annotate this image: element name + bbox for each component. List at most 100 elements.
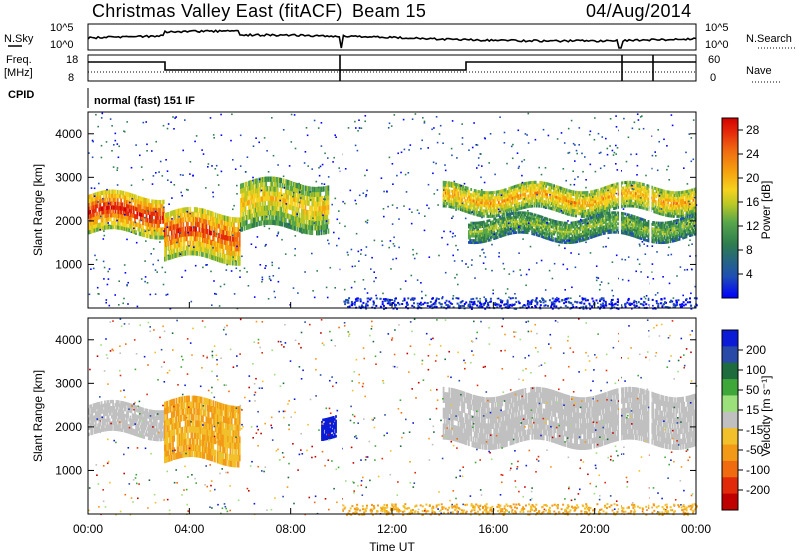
heatmap-cell bbox=[304, 190, 307, 196]
heatmap-cell bbox=[518, 207, 521, 211]
heatmap-cell bbox=[275, 186, 278, 192]
heatmap-cell bbox=[637, 216, 640, 220]
heatmap-cell bbox=[504, 201, 507, 205]
heatmap-cell bbox=[446, 202, 448, 206]
heatmap-cell bbox=[320, 210, 323, 216]
heatmap-cell bbox=[525, 220, 528, 224]
heatmap-cell bbox=[180, 212, 182, 219]
heatmap-cell bbox=[197, 241, 200, 247]
heatmap-cell bbox=[658, 236, 660, 240]
heatmap-cell bbox=[466, 205, 469, 209]
heatmap-cell bbox=[204, 247, 207, 253]
heatmap-cell bbox=[629, 201, 631, 205]
heatmap-cell bbox=[662, 194, 665, 198]
heatmap-cell bbox=[686, 208, 689, 212]
heatmap-cell bbox=[564, 198, 567, 202]
heatmap-cell bbox=[250, 184, 253, 191]
heatmap-cell bbox=[448, 194, 451, 198]
heatmap-cell bbox=[569, 226, 572, 229]
heatmap-cell bbox=[472, 234, 475, 238]
heatmap-cell bbox=[554, 220, 557, 223]
heatmap-cell bbox=[493, 228, 496, 232]
heatmap-cell bbox=[541, 189, 544, 193]
heatmap-cell bbox=[495, 225, 498, 229]
heatmap-cell bbox=[563, 193, 566, 197]
heatmap-cell bbox=[175, 247, 178, 253]
heatmap-cell bbox=[496, 203, 499, 207]
heatmap-cell bbox=[639, 232, 642, 236]
heatmap-cell bbox=[93, 224, 96, 229]
heatmap-cell bbox=[571, 190, 574, 194]
heatmap-cell bbox=[525, 222, 528, 226]
heatmap-cell bbox=[542, 189, 545, 193]
heatmap-cell bbox=[681, 206, 683, 210]
heatmap-cell bbox=[301, 194, 303, 200]
heatmap-cell bbox=[461, 203, 463, 207]
heatmap-cell bbox=[130, 205, 133, 210]
heatmap-cell bbox=[525, 187, 528, 191]
heatmap-cell bbox=[553, 186, 555, 190]
heatmap-cell bbox=[310, 220, 312, 226]
heatmap-cell bbox=[217, 242, 219, 248]
heatmap-cell bbox=[690, 204, 692, 208]
heatmap-cell bbox=[575, 231, 577, 235]
heatmap-cell bbox=[251, 198, 254, 205]
heatmap-cell bbox=[509, 219, 512, 222]
heatmap-cell bbox=[188, 211, 190, 218]
heatmap-cell bbox=[298, 193, 301, 199]
heatmap-cell bbox=[263, 186, 265, 192]
heatmap-cell bbox=[636, 205, 638, 209]
heatmap-cell bbox=[260, 206, 263, 212]
heatmap-cell bbox=[539, 215, 542, 218]
heatmap-cell bbox=[549, 206, 552, 210]
noise-trace bbox=[87, 29, 697, 49]
heatmap-cell bbox=[515, 200, 517, 204]
heatmap-cell bbox=[487, 232, 490, 236]
heatmap-cell bbox=[582, 225, 584, 229]
heatmap-cell bbox=[143, 228, 146, 234]
heatmap-cell bbox=[636, 222, 638, 226]
heatmap-cell bbox=[556, 240, 559, 243]
heatmap-cell bbox=[624, 219, 627, 222]
heatmap-cell bbox=[486, 209, 489, 213]
heatmap-cell bbox=[453, 200, 455, 204]
heatmap-cell bbox=[295, 197, 298, 203]
heatmap-cell bbox=[600, 215, 603, 219]
heatmap-cell bbox=[495, 206, 498, 210]
heatmap-cell bbox=[478, 236, 481, 240]
heatmap-cell bbox=[676, 204, 679, 208]
heatmap-cell bbox=[447, 181, 450, 185]
heatmap-cell bbox=[306, 195, 309, 201]
heatmap-cell bbox=[518, 222, 521, 225]
heatmap-cell bbox=[235, 260, 238, 266]
heatmap-cell bbox=[561, 197, 564, 201]
heatmap-cell bbox=[296, 197, 299, 203]
heatmap-cell bbox=[555, 206, 558, 210]
heatmap-cell bbox=[485, 224, 488, 228]
heatmap-cell bbox=[161, 227, 164, 232]
heatmap-cell bbox=[477, 223, 479, 227]
heatmap-cell bbox=[241, 197, 243, 203]
heatmap-cell bbox=[560, 186, 562, 190]
heatmap-cell bbox=[518, 196, 521, 200]
heatmap-cell bbox=[291, 205, 294, 211]
heatmap-cell bbox=[468, 223, 470, 227]
heatmap-cell bbox=[659, 206, 661, 210]
heatmap-cell bbox=[636, 186, 638, 190]
heatmap-cell bbox=[250, 180, 253, 186]
heatmap-cell bbox=[119, 217, 121, 222]
heatmap-cell bbox=[286, 213, 288, 219]
heatmap-cell bbox=[128, 208, 131, 213]
heatmap-cell bbox=[561, 230, 564, 233]
heatmap-cell bbox=[503, 206, 506, 210]
heatmap-cell bbox=[630, 223, 633, 226]
heatmap-cell bbox=[493, 206, 496, 210]
heatmap-cell bbox=[487, 230, 490, 234]
heatmap-cell bbox=[313, 196, 316, 202]
heatmap-cell bbox=[235, 227, 238, 233]
heatmap-cell bbox=[237, 246, 240, 252]
heatmap-cell bbox=[614, 196, 616, 200]
heatmap-cell bbox=[623, 199, 626, 203]
heatmap-cell bbox=[294, 191, 296, 198]
heatmap-cell bbox=[534, 186, 537, 190]
